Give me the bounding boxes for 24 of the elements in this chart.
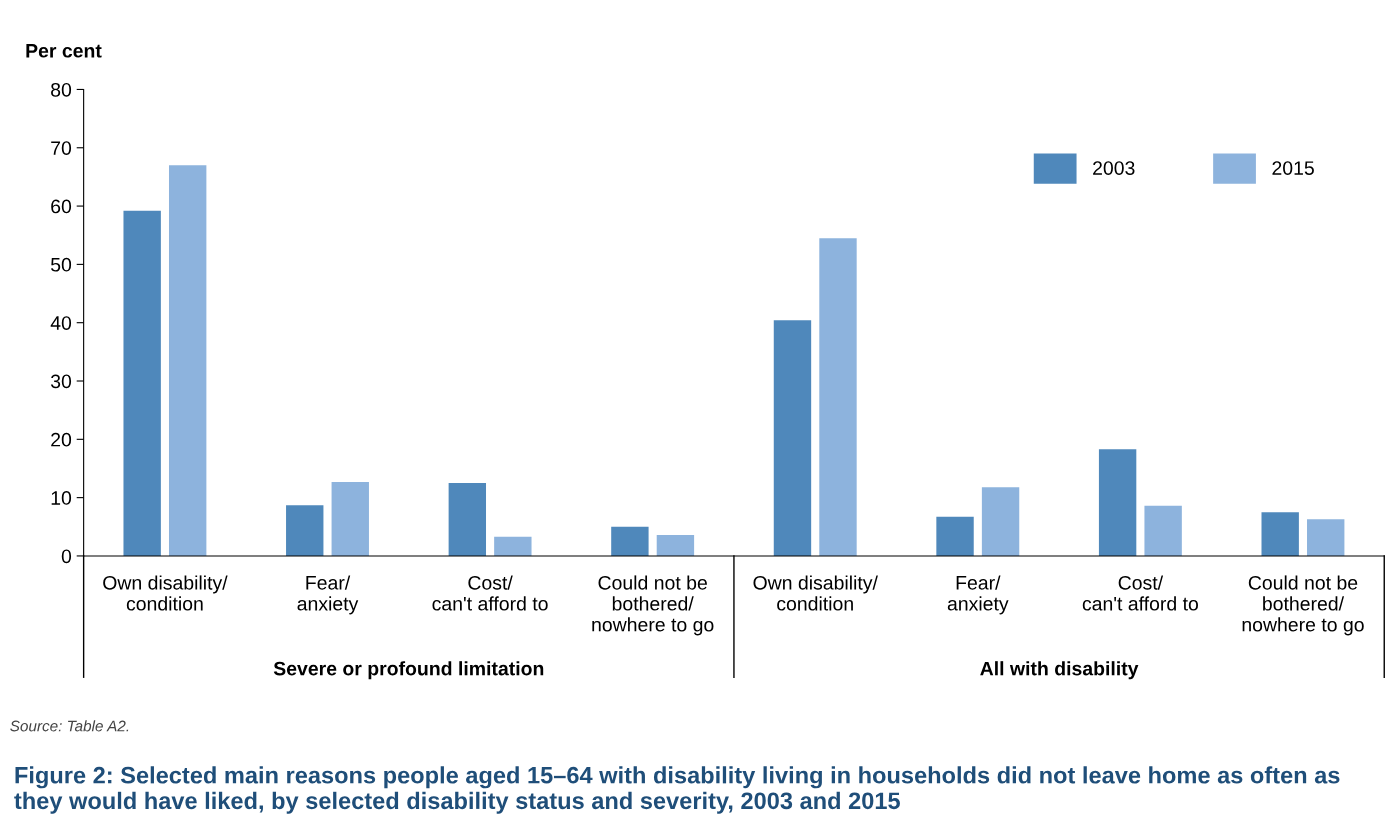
y-tick-label: 40 bbox=[50, 316, 72, 330]
x-tick-label: Cost/ can't afford to bbox=[1082, 575, 1198, 611]
y-tick-label: 70 bbox=[51, 141, 72, 155]
source-note: Source: Table A2. bbox=[10, 720, 129, 732]
text: Figure 2: Selected main reasons people aged 15–64 with disability living in households did not leave home as often as they would have liked, by selected disability status and severity, 2003 and 2015 bbox=[14, 766, 1340, 814]
y-tick-label: 30 bbox=[50, 374, 72, 389]
x-tick-label: Own disability/ condition bbox=[103, 575, 228, 611]
x-tick-label: Could not be bothered/ nowhere to go bbox=[592, 575, 714, 636]
y-tick-label: 60 bbox=[51, 199, 72, 214]
y-tick-label: 20 bbox=[51, 432, 72, 447]
y-tick-label: 50 bbox=[50, 257, 72, 272]
x-tick-label: Could not be bothered/ nowhere to go bbox=[1242, 575, 1364, 636]
x-tick-label: Cost/ can't afford to bbox=[432, 575, 548, 611]
legend-label: 2015 bbox=[1272, 161, 1314, 175]
y-tick-label: 0 bbox=[61, 549, 72, 564]
legend-label: 2003 bbox=[1093, 161, 1135, 175]
y-tick-label: 10 bbox=[51, 491, 72, 505]
y-tick-label: 80 bbox=[51, 82, 72, 97]
x-tick-label: Fear/ anxiety bbox=[297, 575, 359, 615]
x-tick-label: Own disability/ condition bbox=[753, 575, 878, 611]
text: All with disability bbox=[980, 661, 1139, 680]
y-axis-title: Per cent bbox=[26, 44, 102, 58]
x-tick-label: Fear/ anxiety bbox=[947, 575, 1009, 615]
text: Severe or profound limitation bbox=[273, 661, 544, 680]
